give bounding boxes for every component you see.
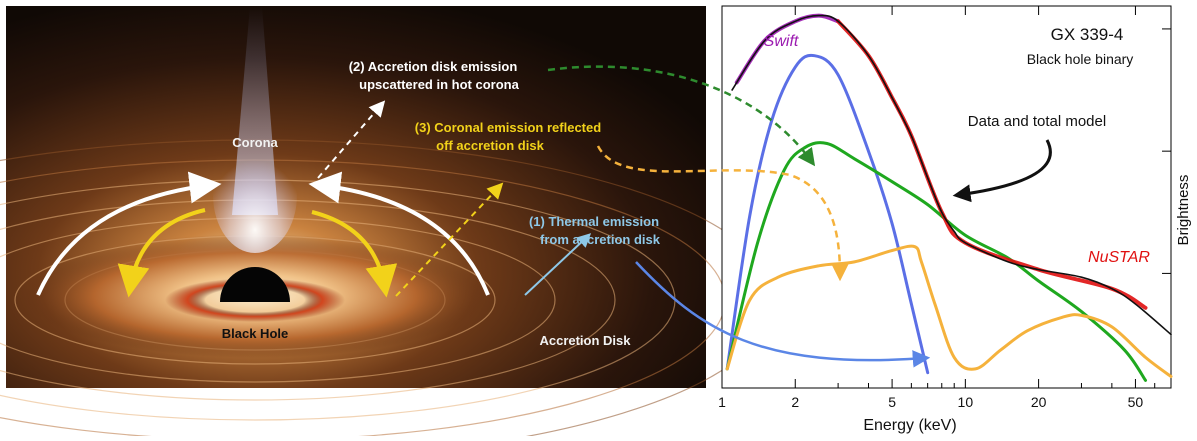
upscatter-arrow xyxy=(317,100,386,179)
process-1-line2: from accretion disk xyxy=(540,232,661,247)
chart-subtitle: Black hole binary xyxy=(1027,51,1134,67)
total-model-arrow xyxy=(952,139,1052,203)
corona-to-green-arrow xyxy=(547,65,816,167)
process-1-line1: (1) Thermal emission xyxy=(529,214,659,229)
x-tick-label: 2 xyxy=(791,394,799,410)
corona-graphic xyxy=(213,137,297,253)
black-hole-graphic xyxy=(220,267,290,302)
black-hole-illustration: Corona Black Hole Accretion Disk (2) Acc… xyxy=(0,6,776,441)
yellow-arrow-right xyxy=(311,210,398,298)
thermal-to-blue-arrow xyxy=(635,261,931,368)
yellow-arrow-left xyxy=(117,208,206,298)
corona-label: Corona xyxy=(232,135,278,150)
spectrum-chart: 1 2 5 10 20 50 GX 339-4 Black hole binary Swi… xyxy=(718,5,1192,434)
connector-arrows xyxy=(547,65,931,368)
x-tick-label: 20 xyxy=(1031,394,1047,410)
white-arrow-left xyxy=(36,171,222,296)
chart-title: GX 339-4 xyxy=(1051,25,1124,44)
data-and-total-model-line xyxy=(731,14,1172,336)
nustar-label: NuSTAR xyxy=(1088,249,1150,266)
y-axis-label: Brightness xyxy=(1175,175,1192,246)
swift-label: Swift xyxy=(764,33,799,50)
x-tick-label: 50 xyxy=(1128,394,1144,410)
x-tick-labels: 1 2 5 10 20 50 xyxy=(718,394,1143,410)
coronal-emission-line xyxy=(725,141,1147,382)
black-hole-label: Black Hole xyxy=(222,326,288,341)
x-tick-label: 10 xyxy=(958,394,974,410)
series-layer xyxy=(725,13,1173,382)
process-2-line1: (2) Accretion disk emission xyxy=(349,59,518,74)
white-arrow-right xyxy=(308,171,490,296)
total-model-annotation: Data and total model xyxy=(968,113,1106,130)
process-3-line2: off accretion disk xyxy=(436,138,544,153)
axis-ticks xyxy=(721,6,1172,388)
reflection-to-orange-arrow xyxy=(596,145,849,282)
thermal-emission-line xyxy=(725,53,930,375)
thermal-arrow xyxy=(524,233,592,296)
process-3-line1: (3) Coronal emission reflected xyxy=(415,120,601,135)
x-axis-label: Energy (keV) xyxy=(863,417,956,434)
accretion-disk-label: Accretion Disk xyxy=(539,333,631,348)
reflection-arrow xyxy=(395,182,504,297)
process-2-line2: upscattered in hot corona xyxy=(359,77,519,92)
reflected-emission-line xyxy=(725,244,1173,378)
x-tick-label: 1 xyxy=(718,394,726,410)
x-tick-label: 5 xyxy=(888,394,896,410)
